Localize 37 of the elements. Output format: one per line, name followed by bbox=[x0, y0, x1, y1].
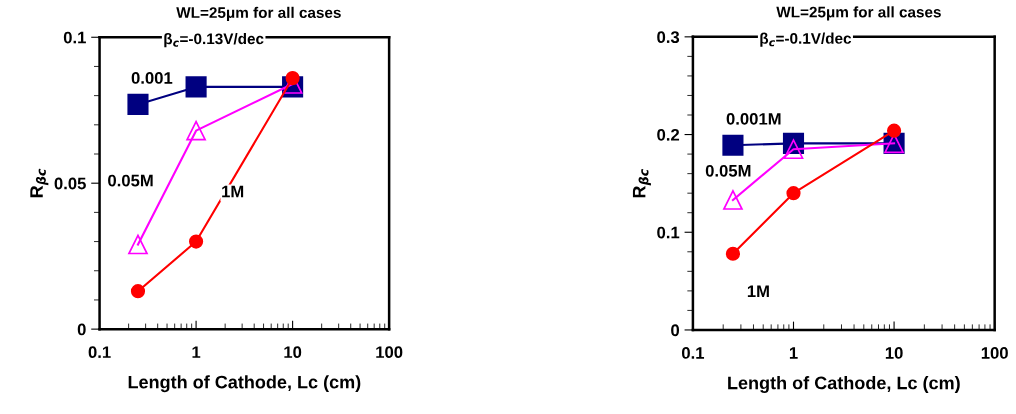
series-label: 1M bbox=[747, 285, 769, 297]
y-tick-label: 0.2 bbox=[657, 128, 680, 141]
x-axis-title: Length of Cathode, Lc (cm) bbox=[128, 375, 361, 393]
chart-subtitle: β$_{c}$=-0.1V/dec bbox=[760, 32, 852, 47]
series-label: 1M bbox=[222, 185, 244, 198]
y-axis-title: R$_{βc}$ bbox=[632, 168, 651, 198]
series-label: 0.05M bbox=[108, 174, 153, 187]
x-tick-label: 10 bbox=[885, 347, 903, 359]
y-tick-label: 0.1 bbox=[657, 226, 680, 239]
point bbox=[722, 134, 744, 156]
y-tick-label: 0.1 bbox=[63, 31, 86, 44]
y-tick-label: 0.3 bbox=[657, 31, 680, 44]
point bbox=[723, 190, 743, 210]
point bbox=[285, 71, 300, 86]
chart-title: WL=25μm for all cases bbox=[176, 6, 341, 21]
chart-subtitle: β$_{c}$=-0.13V/dec bbox=[164, 33, 264, 48]
y-tick-label: 0.05 bbox=[54, 177, 86, 190]
y-tick-label: 0 bbox=[671, 324, 680, 337]
y-tick-label: 0 bbox=[77, 323, 86, 336]
y-axis-title: R$_{βc}$ bbox=[30, 168, 49, 198]
x-tick-label: 10 bbox=[284, 346, 302, 359]
point bbox=[130, 284, 146, 299]
series-label: 0.05M bbox=[705, 164, 751, 177]
point bbox=[127, 93, 149, 115]
chart-title: WL=25μm for all cases bbox=[776, 6, 941, 21]
x-tick-label: 1 bbox=[789, 347, 798, 359]
point bbox=[886, 123, 902, 138]
x-tick-label: 0.1 bbox=[681, 347, 705, 359]
x-tick-label: 100 bbox=[376, 346, 403, 359]
series-label: 0.001 bbox=[131, 72, 173, 84]
point bbox=[725, 246, 741, 261]
point bbox=[128, 234, 148, 255]
x-tick-label: 1 bbox=[192, 346, 201, 358]
x-tick-label: 100 bbox=[981, 347, 1008, 359]
x-tick-label: 0.1 bbox=[88, 346, 111, 359]
x-axis-title: Length of Cathode, Lc (cm) bbox=[728, 376, 960, 393]
series-label: 0.001M bbox=[726, 112, 781, 125]
